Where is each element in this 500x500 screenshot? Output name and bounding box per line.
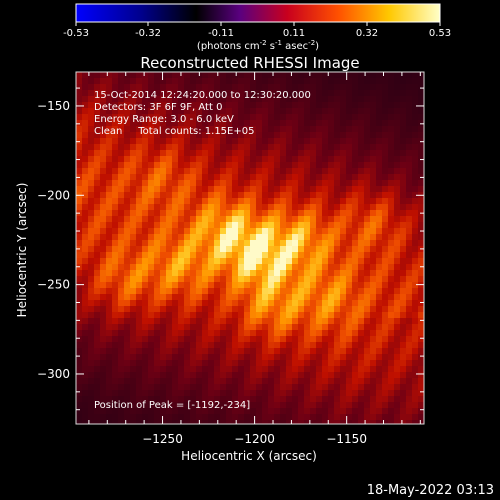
x-tick-label: −1150 <box>326 432 367 446</box>
y-tick-label: −300 <box>37 367 70 381</box>
y-axis-label: Heliocentric Y (arcsec) <box>15 183 29 318</box>
colorbar-tick-label: 0.53 <box>429 28 451 39</box>
colorbar-tick-label: 0.11 <box>283 28 305 39</box>
colorbar-tick-label: -0.11 <box>208 28 234 39</box>
peak-position-label: Position of Peak = [-1192,-234] <box>94 400 250 411</box>
info-line-energy: Energy Range: 3.0 - 6.0 keV <box>94 114 234 125</box>
x-tick-label: −1200 <box>234 432 275 446</box>
info-text: 15-Oct-2014 12:24:20.000 to 12:30:20.000… <box>94 90 311 411</box>
colorbar: -0.53 -0.32 -0.11 0.11 0.32 0.53 (photons cm-… <box>63 3 451 52</box>
chart-title: Reconstructed RHESSI Image <box>140 54 359 72</box>
x-axis: −1250 −1200 −1150 <box>88 72 421 446</box>
colorbar-unit-label: (photons cm-2 s-1 asec-2) <box>197 39 319 52</box>
colorbar-ticks: -0.53 -0.32 -0.11 0.11 0.32 0.53 <box>63 22 451 39</box>
y-tick-label: −150 <box>37 99 70 113</box>
plot-frame <box>75 71 425 425</box>
y-tick-label: −250 <box>37 278 70 292</box>
colorbar-gradient <box>75 3 441 23</box>
colorbar-tick-label: -0.53 <box>63 28 89 39</box>
info-line-detectors: Detectors: 3F 6F 9F, Att 0 <box>94 102 222 113</box>
info-line-counts: Clean Total counts: 1.15E+05 <box>94 126 254 137</box>
colorbar-tick-label: -0.32 <box>135 28 161 39</box>
y-axis: −150 −200 −250 −300 <box>37 87 424 411</box>
x-tick-label: −1250 <box>142 432 183 446</box>
info-line-time: 15-Oct-2014 12:24:20.000 to 12:30:20.000 <box>94 90 311 101</box>
x-axis-label: Heliocentric X (arcsec) <box>181 449 317 463</box>
footer-timestamp: 18-May-2022 03:13 <box>367 483 494 498</box>
y-tick-label: −200 <box>37 188 70 202</box>
colorbar-tick-label: 0.32 <box>356 28 378 39</box>
